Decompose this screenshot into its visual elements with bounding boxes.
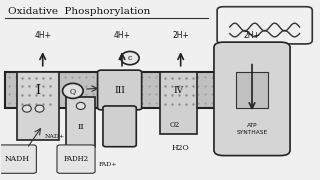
Text: IV: IV — [173, 86, 183, 94]
Ellipse shape — [121, 51, 139, 65]
FancyBboxPatch shape — [217, 7, 312, 44]
FancyBboxPatch shape — [214, 42, 290, 156]
Text: H2O: H2O — [172, 145, 189, 152]
Ellipse shape — [35, 105, 44, 112]
Text: Oxidative  Phosphorylation: Oxidative Phosphorylation — [8, 7, 150, 16]
FancyBboxPatch shape — [98, 70, 142, 110]
Text: FAD+: FAD+ — [98, 162, 117, 167]
Text: 4H+: 4H+ — [34, 31, 51, 40]
FancyBboxPatch shape — [160, 72, 196, 134]
Text: FADH2: FADH2 — [63, 155, 89, 163]
FancyBboxPatch shape — [103, 106, 136, 147]
Text: ATP
SYNTHASE: ATP SYNTHASE — [236, 123, 268, 135]
Text: c: c — [128, 54, 132, 62]
FancyBboxPatch shape — [67, 97, 95, 147]
Text: 2H+: 2H+ — [172, 31, 189, 40]
FancyBboxPatch shape — [5, 72, 239, 108]
Text: Q: Q — [70, 87, 76, 95]
Text: I: I — [36, 84, 40, 96]
FancyBboxPatch shape — [0, 145, 36, 173]
Text: NAD+: NAD+ — [44, 134, 64, 140]
FancyBboxPatch shape — [57, 145, 95, 173]
Text: NADH: NADH — [5, 155, 30, 163]
FancyBboxPatch shape — [236, 72, 268, 108]
Text: 2H+: 2H+ — [244, 31, 260, 40]
Ellipse shape — [62, 83, 83, 98]
Text: O2: O2 — [169, 122, 180, 129]
Text: III: III — [114, 86, 125, 94]
Ellipse shape — [22, 105, 31, 112]
Text: 4H+: 4H+ — [114, 31, 131, 40]
FancyBboxPatch shape — [17, 72, 59, 140]
Text: II: II — [77, 123, 84, 131]
Ellipse shape — [76, 102, 85, 109]
